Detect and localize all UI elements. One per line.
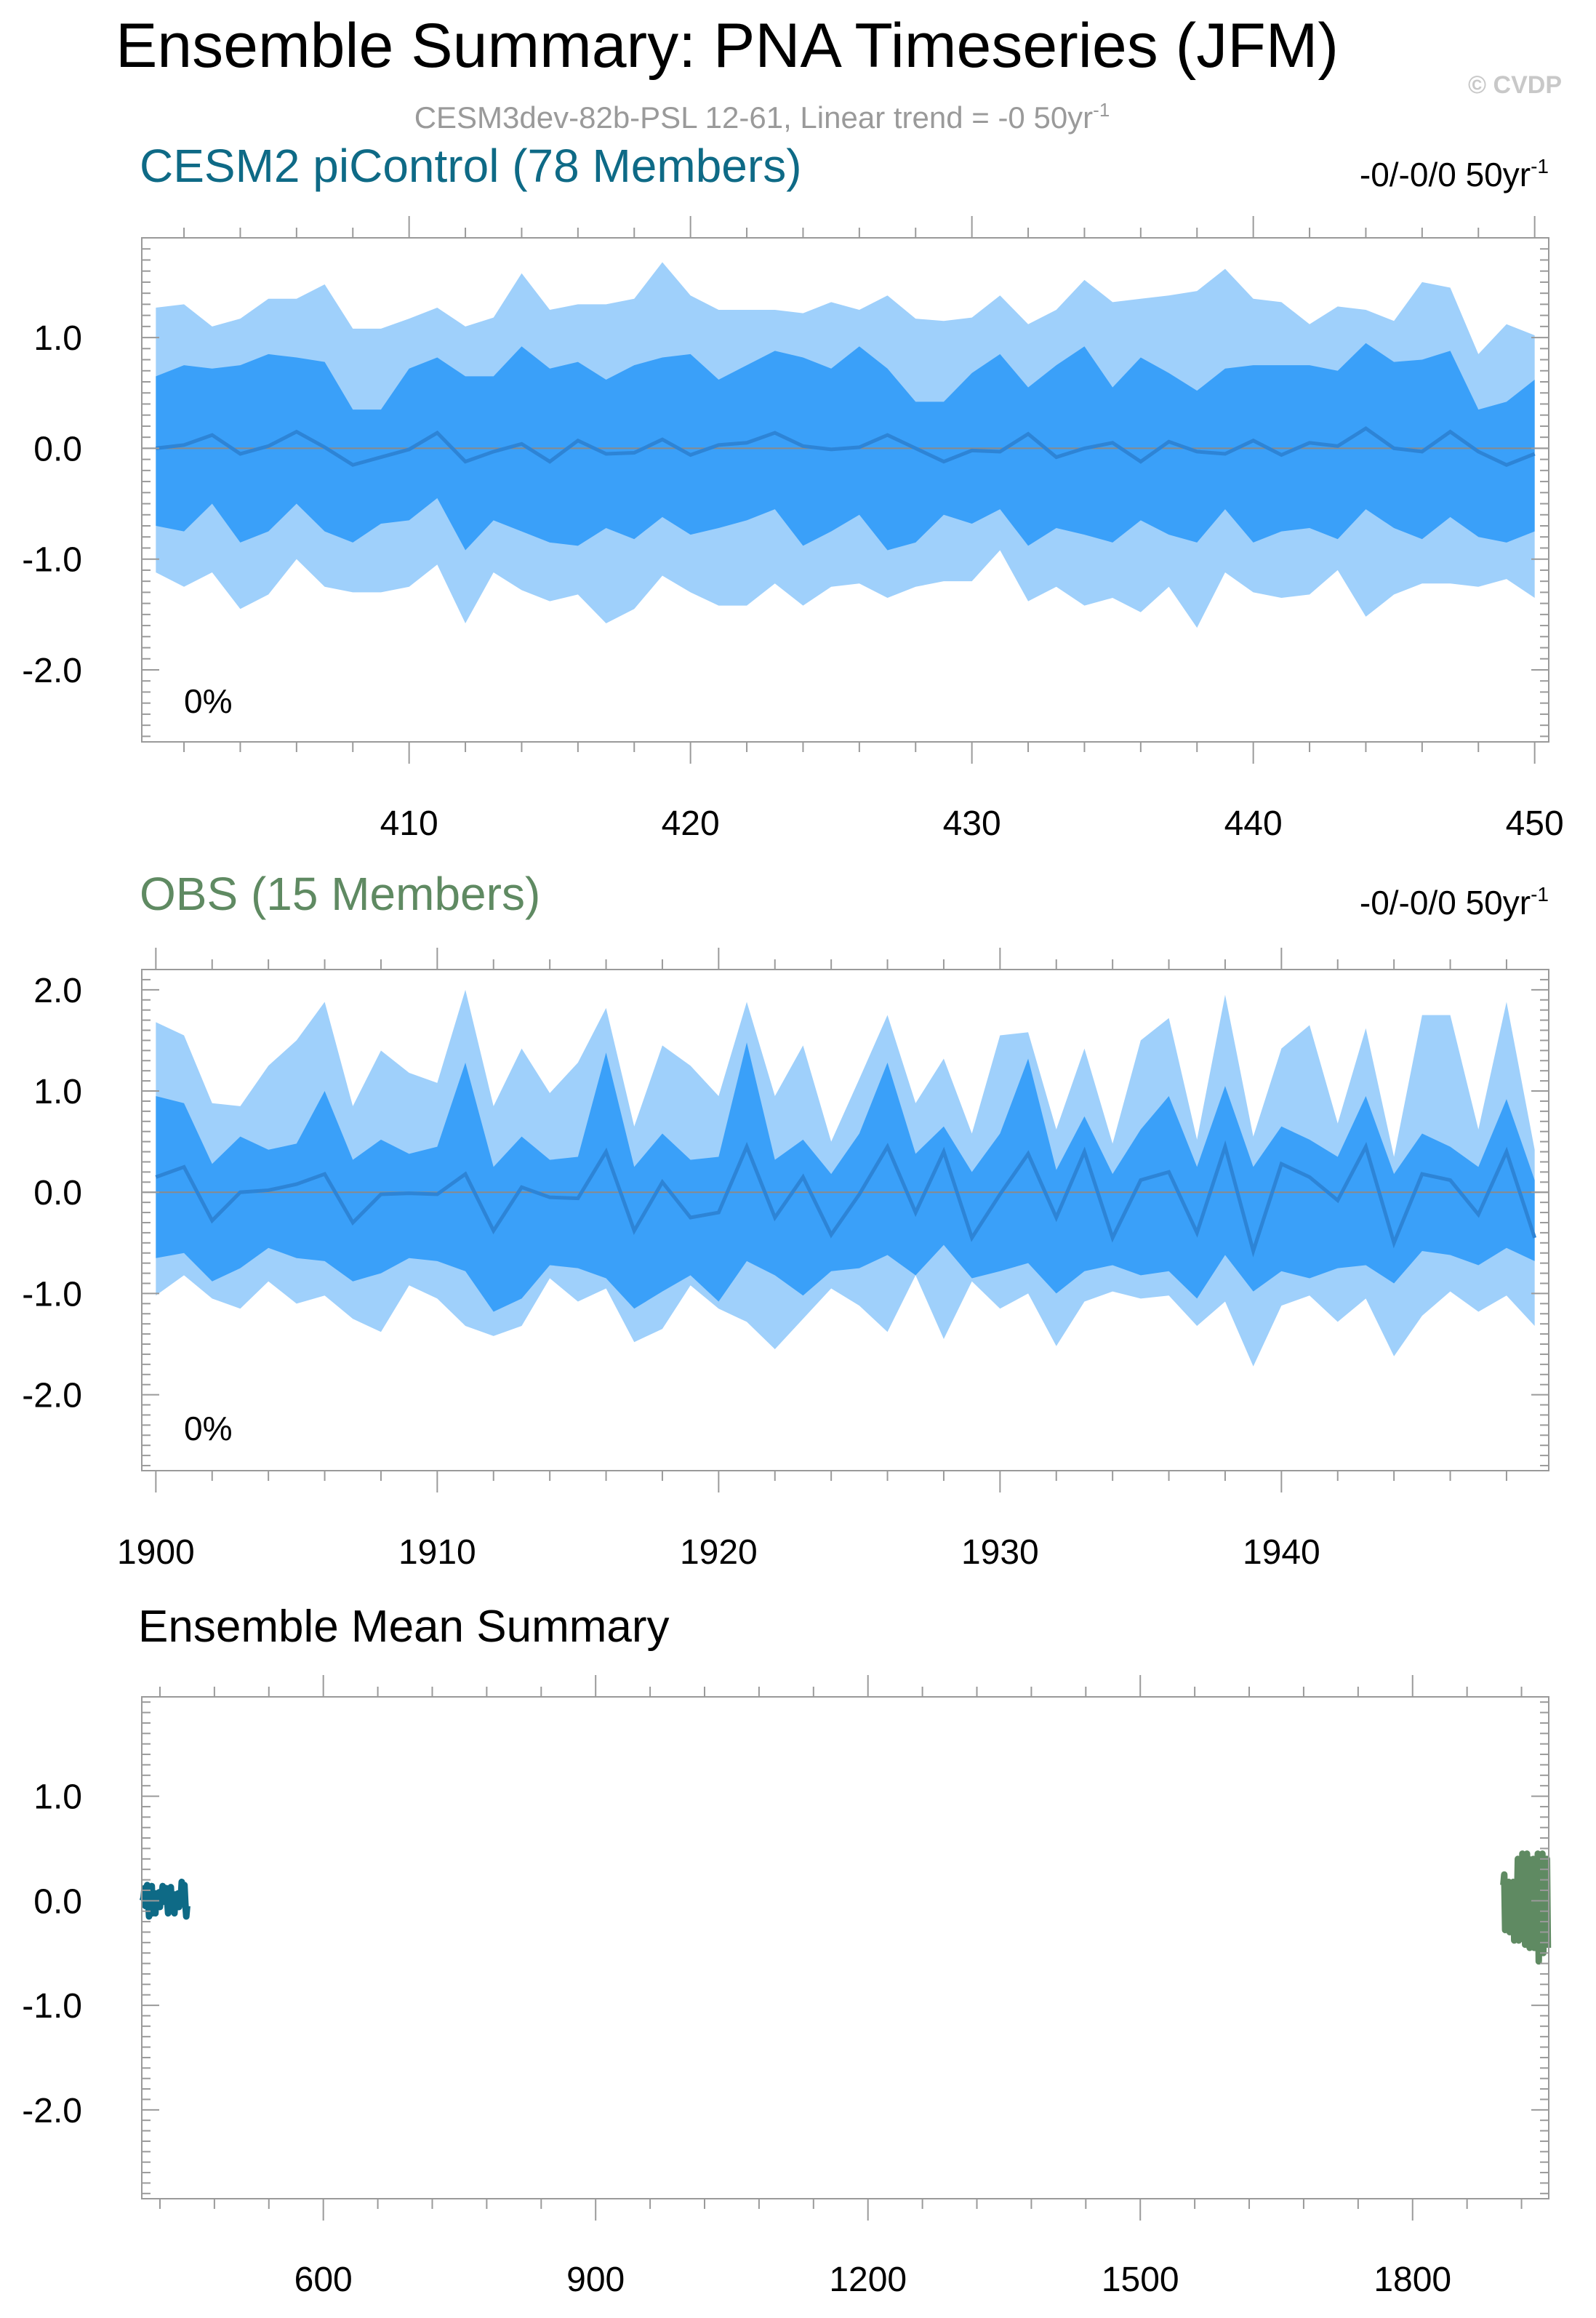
figure-title: Ensemble Summary: PNA Timeseries (JFM): [116, 11, 1339, 81]
x-tick-label: 1940: [1243, 1533, 1320, 1572]
percent-label: 0%: [184, 1410, 232, 1447]
y-tick-label: -1.0: [22, 541, 82, 580]
plot-frame: [141, 1696, 1549, 2199]
x-tick-label: 1800: [1374, 2261, 1451, 2299]
plot-area: 0% 2.0 1.0 0.0 -1.0 -2.0 1900 1910 1920 1930 1940: [22, 948, 1549, 1572]
panel-cesm2-picontrol: CESM2 piControl (78 Members) -0/-0/0 50y…: [22, 140, 1563, 843]
plot-background: [142, 1697, 1549, 2199]
panel-title: CESM2 piControl (78 Members): [140, 140, 802, 192]
y-tick-label: 1.0: [33, 319, 82, 358]
x-tick-label: 1920: [680, 1533, 758, 1572]
plot-area: 0% 1.0 0.0 -1.0 -2.0 410 420 430 440 450: [22, 216, 1564, 843]
plot-area: 1.0 0.0 -1.0 -2.0 600 900 1200 1500 1800: [22, 1675, 1552, 2299]
copyright-label: © CVDP: [1468, 71, 1562, 99]
y-tick-label: 2.0: [33, 972, 82, 1010]
subtitle-superscript: -1: [1093, 99, 1110, 121]
x-tick-label: 1200: [829, 2261, 907, 2299]
x-tick-label: 1500: [1102, 2261, 1179, 2299]
panel-obs: OBS (15 Members) -0/-0/0 50yr-1 0% 2.0 1.0…: [22, 868, 1549, 1572]
trend-text: -0/-0/0 50yr: [1360, 884, 1531, 922]
inner-range-band: [156, 1042, 1535, 1312]
percent-label: 0%: [184, 682, 232, 720]
x-tick-label: 410: [380, 804, 438, 843]
panel-title: Ensemble Mean Summary: [138, 1602, 670, 1652]
y-tick-label: 0.0: [33, 1174, 82, 1212]
trend-label: -0/-0/0 50yr-1: [1360, 883, 1549, 922]
y-tick-label: 0.0: [33, 1882, 82, 1921]
panel-ensemble-mean-summary: Ensemble Mean Summary 1.0 0.0 -1.0 -2.0 600 9…: [22, 1602, 1552, 2299]
y-tick-label: 0.0: [33, 430, 82, 468]
y-tick-label: 1.0: [33, 1073, 82, 1111]
y-tick-label: 1.0: [33, 1778, 82, 1817]
x-tick-label: 600: [294, 2261, 353, 2299]
x-tick-label: 1910: [398, 1533, 476, 1572]
figure-subtitle: CESM3dev-82b-PSL 12-61, Linear trend = -…: [414, 99, 1110, 135]
subtitle-text: CESM3dev-82b-PSL 12-61, Linear trend = -…: [414, 100, 1093, 135]
ensemble-mean-line: [156, 425, 1536, 467]
y-tick-label: -1.0: [22, 1275, 82, 1314]
y-tick-label: -2.0: [22, 652, 82, 690]
x-tick-label: 1900: [117, 1533, 195, 1572]
x-tick-label: 1930: [961, 1533, 1039, 1572]
trend-text: -0/-0/0 50yr: [1360, 156, 1531, 193]
x-tick-label: 440: [1224, 804, 1283, 843]
y-tick-label: -2.0: [22, 1377, 82, 1415]
panel-title: OBS (15 Members): [140, 868, 540, 920]
trend-label: -0/-0/0 50yr-1: [1360, 155, 1549, 193]
trend-superscript: -1: [1531, 883, 1549, 906]
ensemble-mean-line: [155, 1140, 1537, 1258]
x-tick-label: 420: [662, 804, 720, 843]
x-tick-label: 430: [943, 804, 1001, 843]
y-tick-label: -2.0: [22, 2092, 82, 2130]
series-line-1: [1500, 1850, 1552, 1965]
plot-frame: [141, 969, 1549, 1471]
y-tick-label: -1.0: [22, 1987, 82, 2026]
x-tick-label: 900: [566, 2261, 625, 2299]
series-line-0: [139, 1878, 191, 1920]
trend-superscript: -1: [1531, 155, 1549, 177]
plot-frame: [141, 237, 1549, 743]
x-tick-label: 450: [1506, 804, 1564, 843]
